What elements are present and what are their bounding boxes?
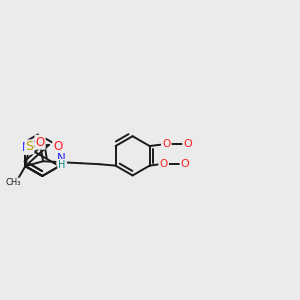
- Text: O: O: [181, 159, 190, 169]
- Text: O: O: [159, 159, 168, 169]
- Text: S: S: [26, 140, 33, 153]
- Text: N: N: [22, 141, 30, 154]
- Text: O: O: [162, 139, 171, 149]
- Text: N: N: [57, 152, 66, 165]
- Text: O: O: [160, 159, 168, 169]
- Text: O: O: [162, 139, 170, 149]
- Text: H: H: [58, 160, 65, 170]
- Text: O: O: [183, 139, 192, 149]
- Text: O: O: [35, 136, 45, 149]
- Text: N: N: [55, 139, 64, 152]
- Text: CH₃: CH₃: [5, 178, 21, 187]
- Text: O: O: [53, 140, 62, 153]
